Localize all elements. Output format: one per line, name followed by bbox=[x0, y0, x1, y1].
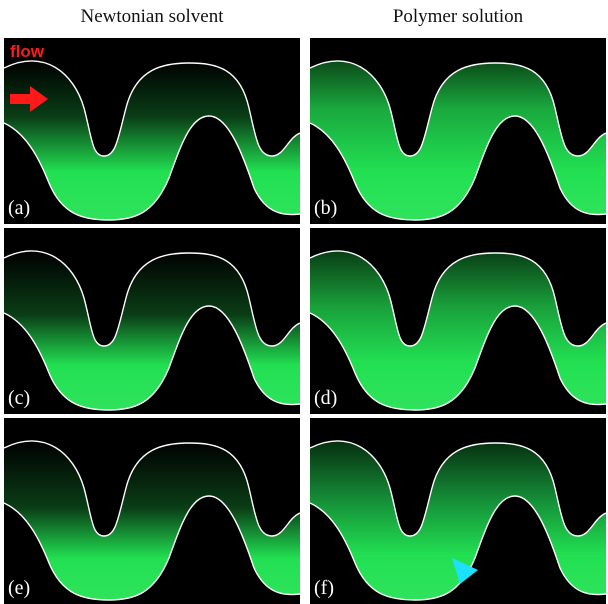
panel-label: (f) bbox=[314, 577, 334, 599]
column-title-newtonian: Newtonian solvent bbox=[80, 6, 224, 27]
channel-image bbox=[310, 60, 606, 221]
channel-image bbox=[310, 250, 606, 411]
triangle-marker-icon bbox=[452, 558, 478, 584]
panel-b: (b) bbox=[310, 38, 606, 224]
panel-c: (c) bbox=[4, 228, 300, 414]
panel-a: flow (a) bbox=[4, 38, 300, 224]
panel-e: (e) bbox=[4, 418, 300, 604]
right-arrow-icon bbox=[10, 86, 48, 112]
channel-image bbox=[4, 60, 300, 221]
panel-f: (f) bbox=[310, 418, 606, 604]
panel-label: (a) bbox=[8, 197, 31, 219]
flow-label: flow bbox=[10, 42, 44, 61]
channel-image bbox=[310, 440, 606, 601]
channel-image bbox=[4, 440, 300, 601]
channel-image bbox=[4, 250, 300, 411]
panel-label: (b) bbox=[314, 197, 338, 219]
panel-d: (d) bbox=[310, 228, 606, 414]
panel-label: (d) bbox=[314, 387, 338, 409]
panel-label: (c) bbox=[8, 387, 31, 409]
column-title-polymer: Polymer solution bbox=[392, 6, 524, 27]
panel-label: (e) bbox=[8, 577, 31, 599]
